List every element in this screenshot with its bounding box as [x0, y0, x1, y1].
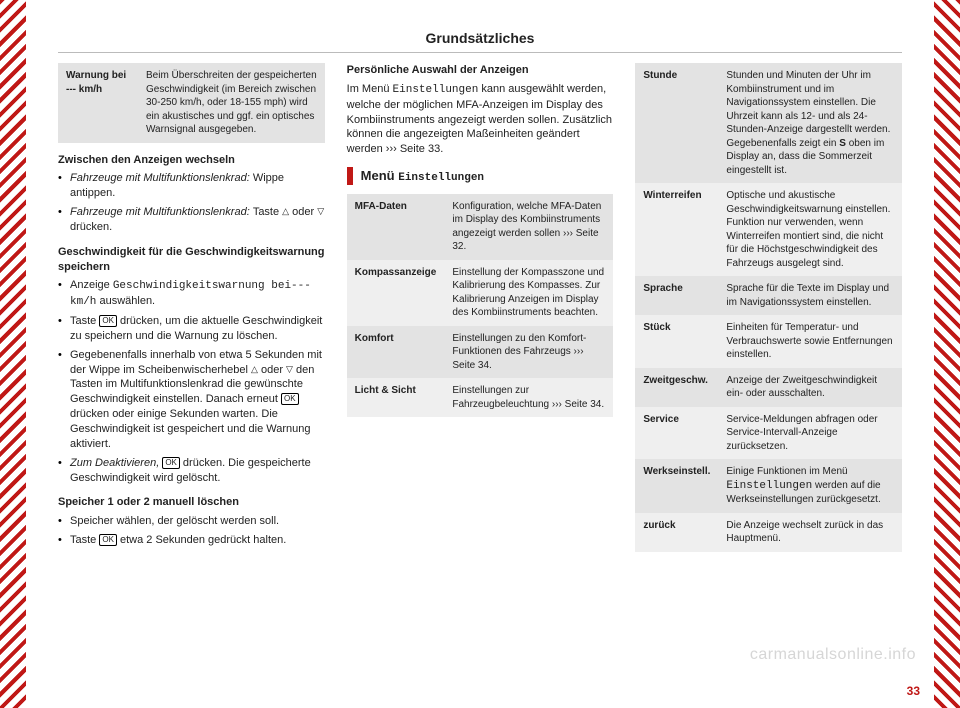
table-row: Stück Einheiten für Temperatur- und Verb… [635, 315, 902, 368]
cell-val: Einstellungen zu den Komfort-Funktionen … [444, 326, 613, 379]
list-item: Fahrzeuge mit Multifunktionslenkrad: Wip… [58, 171, 325, 201]
cell-key: zurück [635, 513, 718, 552]
cell-val: Einstellungen zur Fahrzeugbeleuchtung ››… [444, 378, 613, 417]
text: etwa 2 Sekunden gedrückt halten. [117, 534, 286, 546]
cell-val: Konfiguration, welche MFA-Daten im Displ… [444, 194, 613, 260]
text: oder [289, 206, 317, 218]
cell-val: Einstellung der Kompasszone und Kalibrie… [444, 260, 613, 326]
ok-icon: OK [162, 457, 180, 469]
table-row: Komfort Einstellungen zu den Komfort-Fun… [347, 326, 614, 379]
text: Taste [70, 315, 99, 327]
cell-key: Stück [635, 315, 718, 368]
up-icon: △ [251, 363, 258, 375]
table-row: MFA-Daten Konfiguration, welche MFA-Date… [347, 194, 614, 260]
cell-key: Zweitgeschw. [635, 368, 718, 407]
cell-val: Sprache für die Texte im Display und im … [718, 276, 902, 315]
heading: Speicher 1 oder 2 manuell löschen [58, 495, 325, 510]
code: Einstellungen [726, 480, 812, 492]
decorative-edge-left [0, 0, 26, 708]
cell-key: Licht & Sicht [347, 378, 445, 417]
warn-table: Warnung bei --- km/h Beim Überschreiten … [58, 63, 325, 143]
bold: S [839, 138, 846, 149]
text: Taste [253, 206, 282, 218]
cell-key: MFA-Daten [347, 194, 445, 260]
personal-selection: Persönliche Auswahl der Anzeigen Im Menü… [347, 63, 614, 157]
delete-memory: Speicher 1 oder 2 manuell löschen Speich… [58, 495, 325, 548]
watermark: carmanualsonline.info [750, 646, 916, 664]
cell-val: Die Anzeige wechselt zurück in das Haupt… [718, 513, 902, 552]
cell-key: Sprache [635, 276, 718, 315]
settings-table-1: MFA-Daten Konfiguration, welche MFA-Date… [347, 194, 614, 418]
table-row: Service Service-Meldungen abfragen oder … [635, 407, 902, 460]
text: Taste [70, 534, 99, 546]
table-row: Sprache Sprache für die Texte im Display… [635, 276, 902, 315]
heading: Persönliche Auswahl der Anzeigen [347, 63, 614, 78]
text: Im Menü [347, 83, 393, 95]
cell-val: Einige Funktionen im Menü Einstellungen … [718, 459, 902, 513]
text: drücken. [70, 221, 112, 233]
settings-table-2: Stunde Stunden und Minuten der Uhr im Ko… [635, 63, 902, 552]
text: Anzeige [70, 279, 113, 291]
list-item: Fahrzeuge mit Multifunktionslenkrad: Tas… [58, 205, 325, 235]
down-icon: ▽ [317, 205, 324, 217]
section-header: Menü Einstellungen [347, 167, 614, 186]
text: Einige Funktionen im Menü [726, 466, 847, 477]
list-item: Anzeige Geschwindigkeitswarnung bei--- k… [58, 278, 325, 310]
cell-key: Werkseinstell. [635, 459, 718, 513]
heading: Geschwindigkeit für die Geschwindigkeits… [58, 245, 325, 275]
warn-val: Beim Überschreiten der gespeicherten Ges… [138, 63, 325, 143]
table-row: Kompassanzeige Einstellung der Kompasszo… [347, 260, 614, 326]
ok-icon: OK [99, 315, 117, 327]
table-row: zurück Die Anzeige wechselt zurück in da… [635, 513, 902, 552]
list-item: Taste OK drücken, um die aktuelle Geschw… [58, 314, 325, 344]
emphasis: Zum Deaktivieren, [70, 457, 162, 469]
emphasis: Fahrzeuge mit Multifunktionslenkrad: [70, 172, 253, 184]
cell-val: Service-Meldungen abfragen oder Service-… [718, 407, 902, 460]
cell-key: Winterreifen [635, 183, 718, 276]
cell-val: Stunden und Minuten der Uhr im Kombiinst… [718, 63, 902, 183]
cell-val: Einheiten für Temperatur- und Verbrauchs… [718, 315, 902, 368]
text: oder [258, 364, 286, 376]
cell-key: Stunde [635, 63, 718, 183]
cell-key: Service [635, 407, 718, 460]
heading: Zwischen den Anzeigen wechseln [58, 153, 325, 168]
cell-val: Optische und akustische Geschwindigkeits… [718, 183, 902, 276]
ok-icon: OK [99, 534, 117, 546]
code: Einstellungen [398, 172, 484, 184]
switch-displays: Zwischen den Anzeigen wechseln Fahrzeuge… [58, 153, 325, 235]
cell-key: Komfort [347, 326, 445, 379]
page: Grundsätzliches Warnung bei --- km/h Bei… [58, 30, 902, 680]
cell-val: Anzeige der Zweitgeschwindigkeit ein- od… [718, 368, 902, 407]
list-item: Taste OK etwa 2 Sekunden gedrückt halten… [58, 533, 325, 548]
section-title: Menü Einstellungen [361, 167, 484, 186]
table-row: Stunde Stunden und Minuten der Uhr im Ko… [635, 63, 902, 183]
list-item: Zum Deaktivieren, OK drücken. Die gespei… [58, 456, 325, 486]
text: drücken oder einige Sekunden warten. Die… [70, 408, 311, 450]
speed-warning-store: Geschwindigkeit für die Geschwindigkeits… [58, 245, 325, 486]
list-item: Speicher wählen, der gelöscht werden sol… [58, 514, 325, 529]
decorative-edge-right [934, 0, 960, 708]
text: auswählen. [96, 295, 155, 307]
table-row: Winterreifen Optische und akustische Ges… [635, 183, 902, 276]
paragraph: Im Menü Einstellungen kann ausgewählt we… [347, 82, 614, 157]
cell-key: Kompassanzeige [347, 260, 445, 326]
table-row: Zweitgeschw. Anzeige der Zweitgeschwindi… [635, 368, 902, 407]
page-title: Grundsätzliches [58, 30, 902, 53]
table-row: Licht & Sicht Einstellungen zur Fahrzeug… [347, 378, 614, 417]
text: Menü [361, 168, 399, 183]
accent-bar-icon [347, 167, 353, 185]
content-columns: Warnung bei --- km/h Beim Überschreiten … [58, 63, 902, 680]
page-number: 33 [907, 684, 920, 698]
warn-key: Warnung bei --- km/h [58, 63, 138, 143]
down-icon: ▽ [286, 363, 293, 375]
ok-icon: OK [281, 393, 299, 405]
table-row: Warnung bei --- km/h Beim Überschreiten … [58, 63, 325, 143]
emphasis: Fahrzeuge mit Multifunktionslenkrad: [70, 206, 253, 218]
settings-section: Menü Einstellungen MFA-Daten Konfigurati… [347, 167, 614, 417]
list-item: Gegebenenfalls innerhalb von etwa 5 Seku… [58, 348, 325, 452]
code: Einstellungen [393, 84, 479, 96]
table-row: Werkseinstell. Einige Funktionen im Menü… [635, 459, 902, 513]
